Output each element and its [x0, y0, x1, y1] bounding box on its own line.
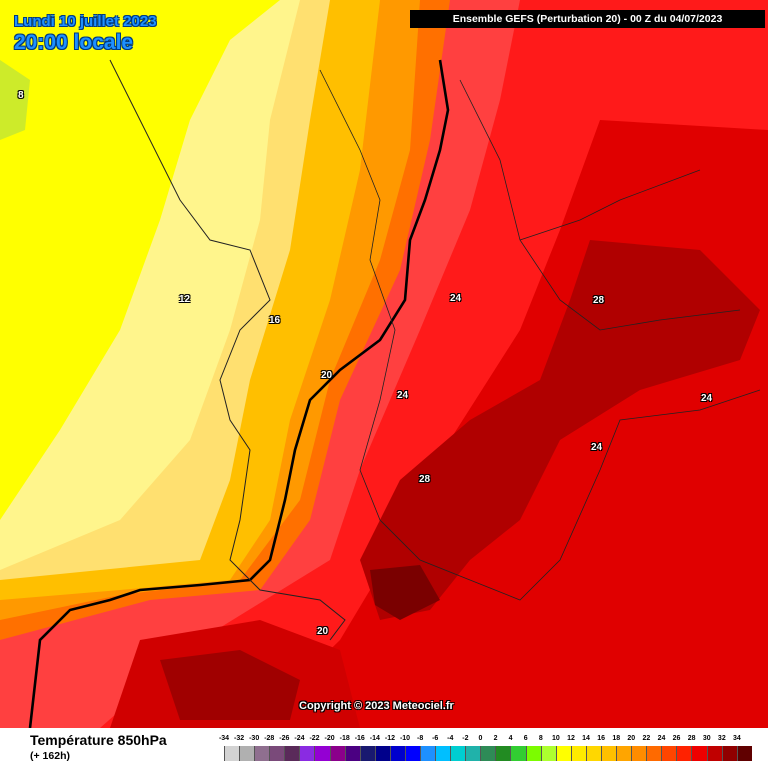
isotherm-label: 8	[18, 90, 24, 101]
scale-tick-label: 2	[493, 735, 498, 742]
scale-tick-label: 28	[687, 735, 696, 742]
scale-swatch	[706, 746, 722, 761]
scale-tick-label: 10	[551, 735, 560, 742]
scale-swatch	[555, 746, 571, 761]
scale-tick-label: 26	[672, 735, 681, 742]
scale-swatch	[254, 746, 270, 761]
scale-swatch	[269, 746, 285, 761]
scale-tick-label: -10	[399, 735, 411, 742]
scale-swatch	[661, 746, 677, 761]
isotherm-label: 12	[179, 294, 191, 305]
scale-swatch	[510, 746, 526, 761]
isotherm-label: 20	[321, 370, 333, 381]
scale-swatch	[600, 746, 617, 761]
scale-swatch	[314, 746, 330, 761]
scale-tick-label: 18	[612, 735, 621, 742]
isotherm-20	[28, 59, 450, 728]
scale-swatch	[676, 746, 692, 761]
coastline	[109, 59, 346, 641]
isotherm-label: 24	[591, 442, 603, 453]
scale-tick-label: 16	[597, 735, 606, 742]
scale-tick-label: -6	[432, 735, 439, 742]
color-scale-ticks: -34 -32 -30 -28 -26 -24 -22 -20 -18 -16 -14 -12 -10-…	[219, 735, 762, 745]
band-28	[360, 240, 760, 620]
band-28-south	[160, 650, 300, 720]
isotherm-label: 16	[269, 315, 281, 326]
band-30	[370, 565, 440, 620]
copyright-notice: Copyright © 2023 Meteociel.fr	[299, 700, 454, 712]
scale-swatch	[721, 746, 737, 761]
scale-tick-label: 32	[717, 735, 726, 742]
scale-swatch	[329, 746, 345, 761]
scale-swatch	[585, 746, 601, 761]
scale-swatch	[239, 746, 255, 761]
scale-tick-label: 30	[702, 735, 711, 742]
model-run-title: Ensemble GEFS (Perturbation 20) - 00 Z d…	[410, 10, 765, 28]
scale-tick-label: -18	[339, 735, 350, 742]
scale-swatch	[691, 746, 707, 761]
scale-tick-label: 22	[642, 735, 651, 742]
scale-swatch	[359, 746, 375, 761]
scale-swatch	[374, 746, 390, 761]
scale-swatch	[344, 746, 360, 761]
scale-swatch	[616, 746, 632, 761]
scale-tick-label: 4	[508, 735, 513, 742]
scale-tick-label: -14	[369, 735, 380, 742]
scale-swatch	[570, 746, 586, 761]
scale-tick-label: 34	[733, 735, 741, 742]
scale-tick-label: -24	[294, 735, 305, 742]
scale-tick-label: -28	[264, 735, 275, 742]
scale-tick-label: -26	[279, 735, 290, 742]
band-8-edge	[0, 60, 30, 140]
scale-swatch	[420, 746, 436, 761]
color-scale-bar	[224, 746, 752, 761]
scale-swatch	[435, 746, 451, 761]
lead-time-label: (+ 162h)	[30, 750, 70, 762]
scale-swatch	[450, 746, 466, 761]
temperature-map	[0, 0, 768, 728]
scale-swatch	[631, 746, 647, 761]
scale-tick-label: -4	[447, 735, 454, 742]
scale-tick-label: -12	[384, 735, 395, 742]
scale-swatch	[736, 746, 752, 761]
scale-tick-label: 0	[478, 735, 483, 742]
isotherm-label: 20	[317, 626, 329, 637]
scale-swatch	[224, 746, 240, 761]
scale-tick-label: 20	[627, 735, 636, 742]
scale-swatch	[389, 746, 405, 761]
isotherm-label: 28	[593, 295, 605, 306]
scale-tick-label: 14	[582, 735, 590, 742]
scale-tick-label: -22	[309, 735, 320, 742]
scale-swatch	[299, 746, 315, 761]
scale-tick-label: 8	[538, 735, 543, 742]
scale-swatch	[284, 746, 300, 761]
scale-swatch	[404, 746, 421, 761]
scale-tick-label: -20	[324, 735, 335, 742]
legend-footer: Température 850hPa (+ 162h) -34 -32 -30 -28…	[0, 728, 768, 768]
scale-swatch	[646, 746, 662, 761]
forecast-date: Lundi 10 juillet 2023	[14, 13, 157, 30]
scale-tick-label: -16	[354, 735, 365, 742]
scale-tick-label: 24	[657, 735, 666, 742]
scale-tick-label: -2	[462, 735, 469, 742]
isotherm-label: 28	[419, 474, 431, 485]
forecast-local-time: 20:00 locale	[14, 31, 134, 54]
scale-swatch	[525, 746, 541, 761]
scale-tick-label: 12	[567, 735, 575, 742]
scale-tick-label: -34	[218, 735, 230, 742]
scale-swatch	[495, 746, 511, 761]
scale-tick-label: -32	[234, 735, 245, 742]
isotherm-label: 24	[397, 390, 409, 401]
scale-tick-label: 6	[523, 735, 528, 742]
borders	[319, 69, 761, 601]
scale-swatch	[465, 746, 481, 761]
isotherm-label: 24	[701, 393, 713, 404]
variable-label: Température 850hPa	[30, 732, 167, 748]
scale-swatch	[480, 746, 496, 761]
scale-tick-label: -8	[416, 735, 424, 742]
scale-tick-label: -30	[249, 735, 260, 742]
scale-swatch	[540, 746, 556, 761]
isotherm-label: 24	[450, 293, 462, 304]
